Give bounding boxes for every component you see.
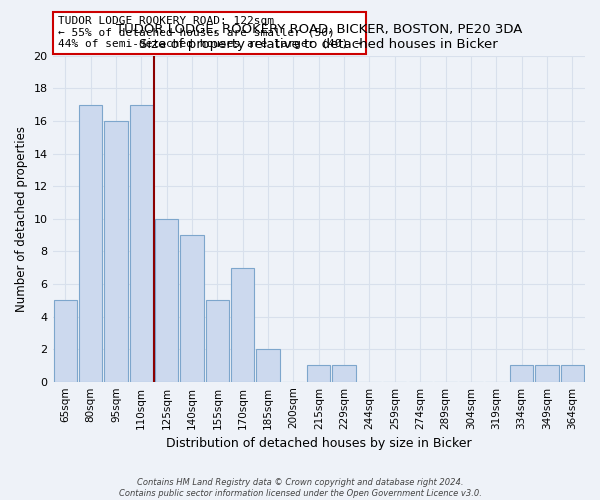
Text: Contains HM Land Registry data © Crown copyright and database right 2024.
Contai: Contains HM Land Registry data © Crown c… [119,478,481,498]
Y-axis label: Number of detached properties: Number of detached properties [15,126,28,312]
Bar [79,105,102,382]
Bar [256,349,280,382]
Bar [104,121,128,382]
Bar [155,219,178,382]
Bar [535,366,559,382]
Bar [231,268,254,382]
Bar [206,300,229,382]
Title: TUDOR LODGE, ROOKERY ROAD, BICKER, BOSTON, PE20 3DA
Size of property relative to: TUDOR LODGE, ROOKERY ROAD, BICKER, BOSTO… [116,22,522,50]
Bar [307,366,331,382]
Bar [53,300,77,382]
Bar [130,105,153,382]
Bar [181,235,203,382]
Text: TUDOR LODGE ROOKERY ROAD: 122sqm
← 55% of detached houses are smaller (50)
44% o: TUDOR LODGE ROOKERY ROAD: 122sqm ← 55% o… [58,16,362,50]
X-axis label: Distribution of detached houses by size in Bicker: Distribution of detached houses by size … [166,437,472,450]
Bar [332,366,356,382]
Bar [510,366,533,382]
Bar [560,366,584,382]
